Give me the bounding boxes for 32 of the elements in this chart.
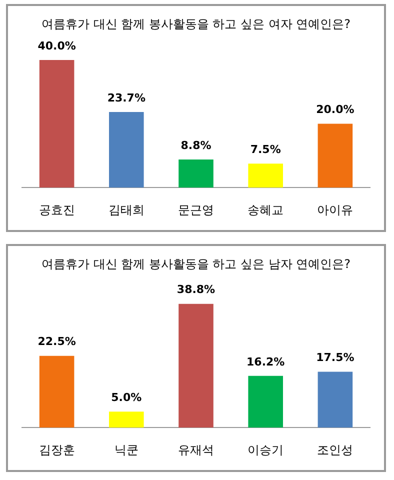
- x-tick-label: 김태희: [108, 203, 144, 218]
- data-label: 38.8%: [176, 283, 216, 296]
- x-tick-label: 유재석: [178, 443, 214, 458]
- bar: [109, 112, 144, 188]
- x-tick-label: 공효진: [38, 203, 75, 218]
- bar: [109, 412, 144, 428]
- x-tick-label: 조인성: [317, 443, 354, 458]
- x-tick-label: 이승기: [248, 443, 284, 458]
- data-label: 40.0%: [38, 39, 76, 52]
- data-label: 22.5%: [38, 335, 76, 348]
- bar: [39, 356, 74, 428]
- data-label: 20.0%: [316, 103, 354, 116]
- bar: [39, 60, 74, 188]
- data-label: 5.0%: [111, 391, 142, 404]
- x-tick-label: 문근영: [178, 203, 214, 218]
- bar: [318, 372, 353, 428]
- x-tick-label: 아이유: [317, 203, 354, 218]
- chart-title: 여름휴가 대신 함께 봉사활동을 하고 싶은 남자 연예인은?: [40, 256, 352, 273]
- bar: [178, 160, 214, 188]
- chart-title: 여름휴가 대신 함께 봉사활동을 하고 싶은 여자 연예인은?: [40, 16, 352, 33]
- x-tick-label: 김장훈: [38, 443, 75, 458]
- data-label: 23.7%: [107, 91, 146, 104]
- bar: [248, 164, 283, 188]
- bar: [318, 124, 353, 188]
- data-label: 16.2%: [246, 355, 285, 368]
- x-tick-label: 송혜교: [248, 203, 284, 218]
- data-label: 7.5%: [250, 143, 281, 156]
- bar: [178, 304, 214, 428]
- bar: [248, 376, 283, 428]
- x-tick-label: 닉쿤: [114, 443, 138, 458]
- data-label: 8.8%: [180, 138, 212, 152]
- data-label: 17.5%: [316, 351, 354, 364]
